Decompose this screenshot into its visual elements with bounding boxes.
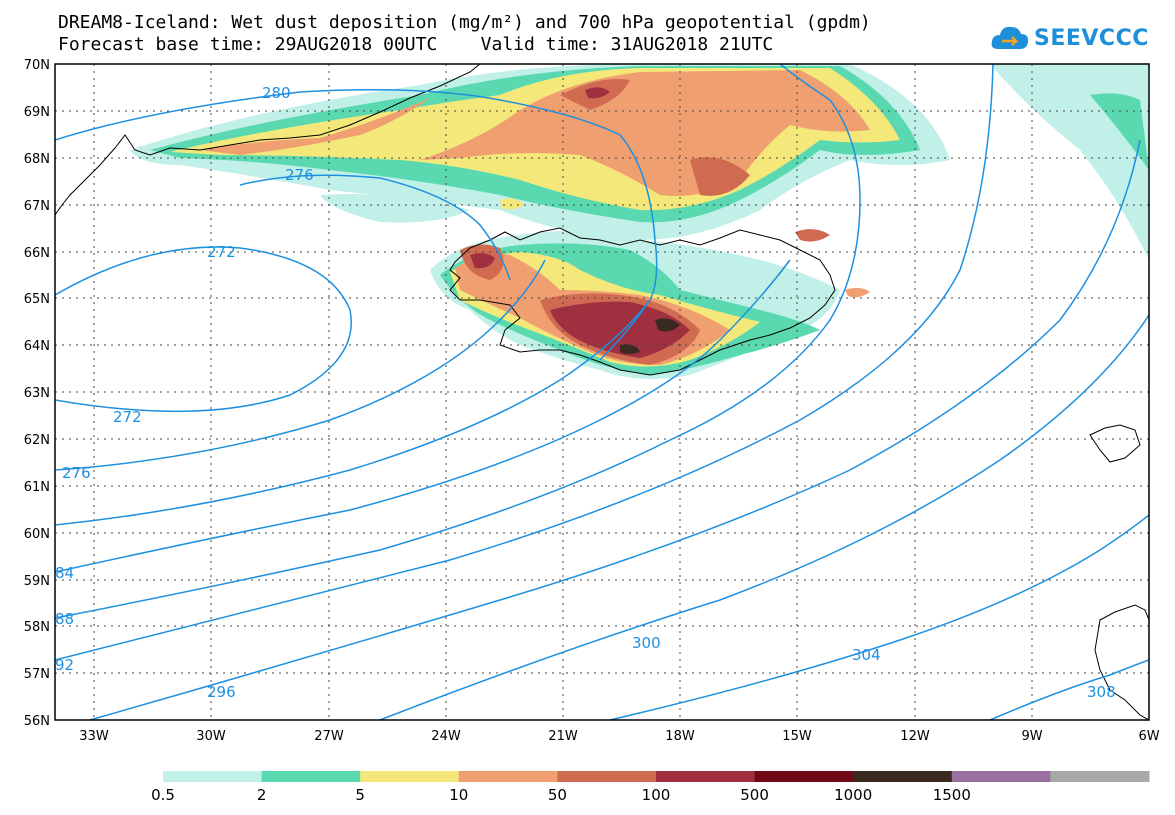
- greenland-coast: [55, 64, 481, 216]
- lon-label: 9W: [1021, 729, 1042, 744]
- lon-label: 15W: [782, 729, 812, 744]
- contour-276: [239, 174, 511, 281]
- legend-swatch: [656, 771, 756, 782]
- lon-label: 24W: [431, 729, 461, 744]
- lon-label: 21W: [548, 729, 578, 744]
- contour-296: [89, 139, 1141, 720]
- contour-label: 276: [285, 166, 314, 184]
- iceland-coast: [449, 227, 836, 376]
- legend-label: 100: [642, 786, 671, 804]
- contour-292: [55, 64, 994, 661]
- lat-label: 65N: [24, 292, 50, 307]
- contour-label: 272: [207, 243, 236, 261]
- lon-label: 6W: [1138, 729, 1159, 744]
- map-title: DREAM8-Iceland: Wet dust deposition (mg/…: [58, 12, 871, 33]
- color-legend: 0.5 2 5 10 50 100 500 1000 1500: [151, 771, 1150, 804]
- lat-label: 66N: [24, 246, 50, 261]
- lon-label: 18W: [665, 729, 695, 744]
- lat-label: 60N: [24, 527, 50, 542]
- legend-label: 2: [257, 786, 267, 804]
- contour-label: 304: [852, 646, 881, 664]
- contour-label: 84: [55, 564, 74, 582]
- contour-label: 92: [55, 656, 74, 674]
- legend-label: 1000: [834, 786, 872, 804]
- contour-label: 276: [62, 464, 91, 482]
- contour-label: 88: [55, 610, 74, 628]
- contour-280b: [55, 299, 651, 526]
- contour-label: 300: [632, 634, 661, 652]
- legend-label: 5: [355, 786, 365, 804]
- seevccc-logo: SEEVCCC: [990, 20, 1149, 56]
- lat-label: 61N: [24, 480, 50, 495]
- legend-swatch: [163, 771, 263, 782]
- lat-label: 56N: [24, 714, 50, 729]
- lat-label: 67N: [24, 199, 50, 214]
- contour-280: [55, 89, 658, 361]
- legend-swatch: [360, 771, 460, 782]
- legend-label: 1500: [933, 786, 971, 804]
- legend-swatch: [754, 771, 854, 782]
- legend-swatch: [1050, 771, 1150, 782]
- contour-label: 296: [207, 683, 236, 701]
- lat-label: 64N: [24, 339, 50, 354]
- lat-label: 59N: [24, 574, 50, 589]
- latitude-labels: 70N 69N 68N 67N 66N 65N 64N 63N 62N 61N …: [24, 58, 50, 729]
- contour-308: [989, 659, 1149, 720]
- lat-label: 57N: [24, 667, 50, 682]
- contour-284: [55, 259, 791, 573]
- legend-swatch: [458, 771, 558, 782]
- faroe-coast: [1089, 424, 1141, 463]
- lon-label: 12W: [900, 729, 930, 744]
- contour-labels: 280 276 272 272 276 84 88 92 296 300 304…: [55, 84, 1116, 701]
- legend-label: 500: [740, 786, 769, 804]
- contour-288: [55, 64, 861, 619]
- lat-label: 63N: [24, 386, 50, 401]
- scotland-coast: [1094, 604, 1149, 720]
- lat-label: 62N: [24, 433, 50, 448]
- lon-label: 27W: [314, 729, 344, 744]
- contour-304: [609, 514, 1149, 720]
- lat-label: 70N: [24, 58, 50, 73]
- contour-label: 272: [113, 408, 142, 426]
- contour-label: 280: [262, 84, 291, 102]
- dust-shading: [130, 64, 1149, 379]
- legend-label: 50: [548, 786, 567, 804]
- map-frame: [54, 63, 1150, 721]
- longitude-labels: 33W 30W 27W 24W 21W 18W 15W 12W 9W 6W: [79, 729, 1159, 744]
- logo-text: SEEVCCC: [1034, 25, 1149, 51]
- legend-swatch: [853, 771, 953, 782]
- legend-swatch: [261, 771, 361, 782]
- legend-swatch: [951, 771, 1051, 782]
- contour-276b: [55, 259, 546, 471]
- lat-label: 58N: [24, 620, 50, 635]
- contour-272: [55, 246, 352, 413]
- grid-lines: [55, 64, 1149, 720]
- lat-label: 69N: [24, 105, 50, 120]
- lon-label: 30W: [196, 729, 226, 744]
- lon-label: 33W: [79, 729, 109, 744]
- lat-label: 68N: [24, 152, 50, 167]
- coastlines: [55, 64, 1149, 720]
- contour-300: [379, 314, 1149, 720]
- geopotential-contours: [55, 64, 1149, 720]
- legend-swatch: [557, 771, 657, 782]
- legend-label: 0.5: [151, 786, 175, 804]
- map-subtitle: Forecast base time: 29AUG2018 00UTC Vali…: [58, 34, 774, 55]
- cloud-logo-icon: [991, 26, 1029, 49]
- contour-label: 308: [1087, 683, 1116, 701]
- legend-label: 10: [449, 786, 468, 804]
